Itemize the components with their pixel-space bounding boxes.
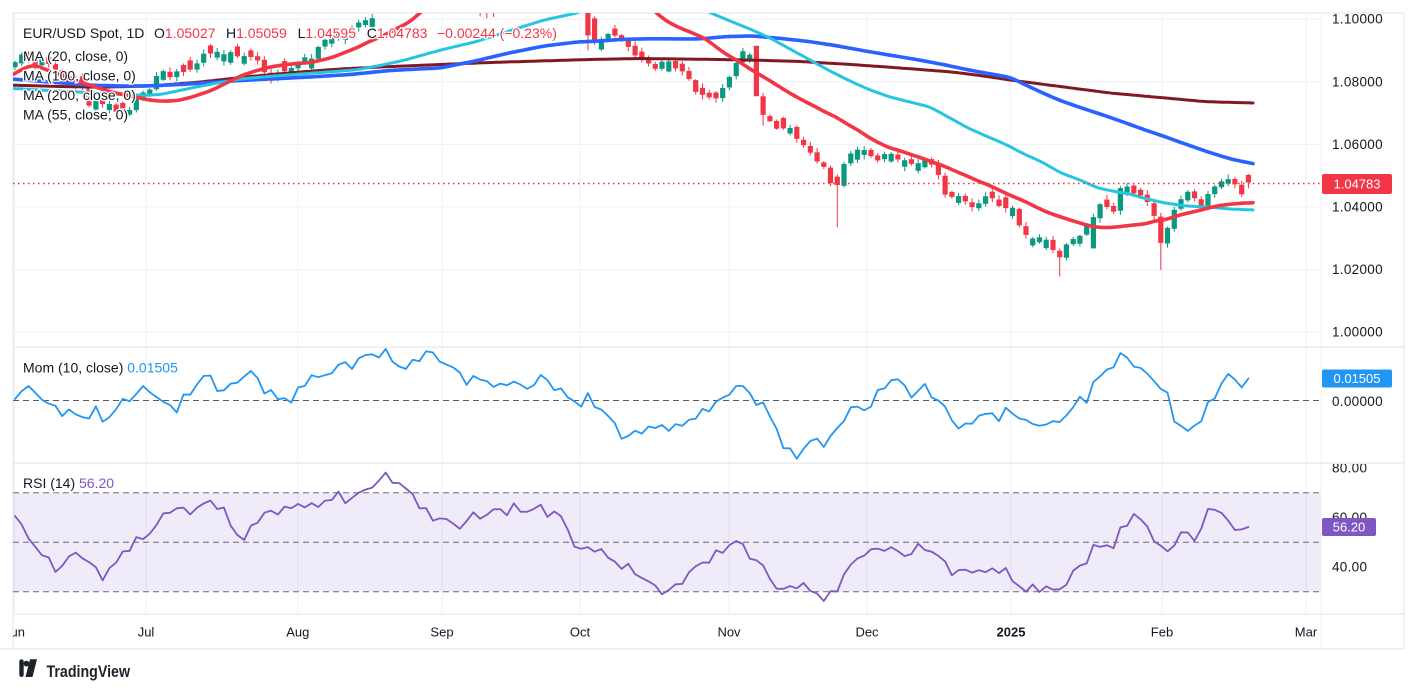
svg-text:H1.05059: H1.05059 bbox=[226, 25, 287, 41]
svg-text:1.04000: 1.04000 bbox=[1332, 200, 1383, 215]
svg-text:MA (200, close, 0): MA (200, close, 0) bbox=[23, 87, 136, 103]
svg-text:MA (20, close, 0): MA (20, close, 0) bbox=[23, 48, 128, 64]
svg-text:−0.00244 (−0.23%): −0.00244 (−0.23%) bbox=[437, 25, 557, 41]
svg-text:1.10000: 1.10000 bbox=[1332, 12, 1383, 27]
svg-text:2025: 2025 bbox=[997, 625, 1026, 640]
svg-text:40.00: 40.00 bbox=[1332, 559, 1367, 574]
svg-text:1.04783: 1.04783 bbox=[1334, 177, 1381, 192]
svg-text:TradingView: TradingView bbox=[47, 663, 131, 681]
svg-text:Jul: Jul bbox=[138, 625, 155, 640]
svg-text:56.20: 56.20 bbox=[1333, 520, 1366, 535]
svg-text:Oct: Oct bbox=[570, 625, 591, 640]
svg-text:O1.05027: O1.05027 bbox=[154, 25, 216, 41]
svg-text:C1.04783: C1.04783 bbox=[367, 25, 428, 41]
svg-text:Aug: Aug bbox=[286, 625, 309, 640]
svg-text:Nov: Nov bbox=[717, 625, 741, 640]
svg-text:Mar: Mar bbox=[1295, 625, 1318, 640]
svg-text:EUR/USD Spot, 1D: EUR/USD Spot, 1D bbox=[23, 25, 144, 41]
svg-text:RSI (14) 56.20: RSI (14) 56.20 bbox=[23, 475, 114, 491]
svg-text:MA (55, close, 0): MA (55, close, 0) bbox=[23, 107, 128, 123]
svg-text:1.06000: 1.06000 bbox=[1332, 137, 1383, 152]
svg-text:Mom (10, close) 0.01505: Mom (10, close) 0.01505 bbox=[23, 360, 178, 376]
svg-text:0.01505: 0.01505 bbox=[1334, 371, 1381, 386]
svg-text:0.00000: 0.00000 bbox=[1332, 394, 1383, 409]
svg-text:L1.04595: L1.04595 bbox=[298, 25, 357, 41]
svg-text:1.00000: 1.00000 bbox=[1332, 325, 1383, 340]
svg-text:Dec: Dec bbox=[855, 625, 879, 640]
svg-text:Sep: Sep bbox=[430, 625, 453, 640]
svg-text:1.02000: 1.02000 bbox=[1332, 262, 1383, 277]
svg-text:MA (100, close, 0): MA (100, close, 0) bbox=[23, 68, 136, 84]
svg-text:Feb: Feb bbox=[1151, 625, 1173, 640]
svg-text:1.08000: 1.08000 bbox=[1332, 74, 1383, 89]
